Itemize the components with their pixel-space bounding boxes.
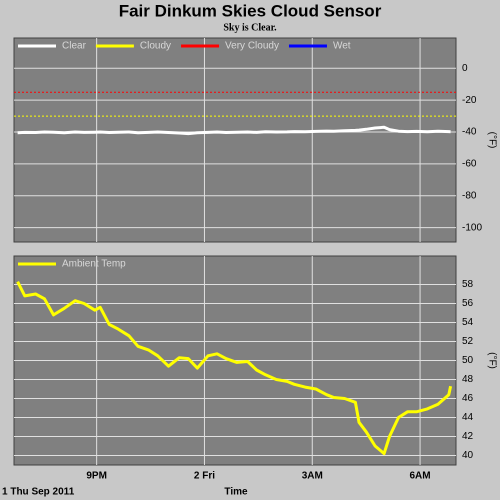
y-tick-label: 0 xyxy=(462,63,468,74)
y-tick-label: 52 xyxy=(462,336,474,347)
y-tick-label: -100 xyxy=(462,222,482,233)
legend-label: Wet xyxy=(333,41,351,52)
y-tick-label: 42 xyxy=(462,431,474,442)
chart-subtitle: Sky is Clear. xyxy=(223,22,277,33)
y-tick-label: 40 xyxy=(462,450,474,461)
chart-title: Fair Dinkum Skies Cloud Sensor xyxy=(119,1,382,20)
date-label: 1 Thu Sep 2011 xyxy=(2,487,75,498)
y-tick-label: 46 xyxy=(462,393,474,404)
x-tick-label: 6AM xyxy=(410,471,431,482)
legend-label: Clear xyxy=(62,41,87,52)
x-tick-label: 2 Fri xyxy=(194,471,215,482)
y-tick-label: 44 xyxy=(462,412,474,423)
y-axis-label: (°F) xyxy=(486,352,497,369)
y-tick-label: 56 xyxy=(462,298,474,309)
y-tick-label: -40 xyxy=(462,127,477,138)
legend-label: Ambient Temp xyxy=(62,259,126,270)
legend-label: Very Cloudy xyxy=(225,41,279,52)
data-line xyxy=(16,281,453,456)
y-tick-label: 50 xyxy=(462,355,474,366)
y-tick-label: -60 xyxy=(462,159,477,170)
x-axis-label: Time xyxy=(224,487,248,498)
y-tick-label: -20 xyxy=(462,95,477,106)
data-line xyxy=(17,125,451,136)
plot-area xyxy=(13,37,457,243)
y-tick-label: 54 xyxy=(462,317,474,328)
y-tick-label: -80 xyxy=(462,190,477,201)
x-tick-label: 3AM xyxy=(302,471,323,482)
y-tick-label: 48 xyxy=(462,374,474,385)
y-tick-label: 58 xyxy=(462,279,474,290)
legend-label: Cloudy xyxy=(140,41,171,52)
y-axis-label: (°F) xyxy=(486,132,497,149)
x-tick-label: 9PM xyxy=(86,471,107,482)
